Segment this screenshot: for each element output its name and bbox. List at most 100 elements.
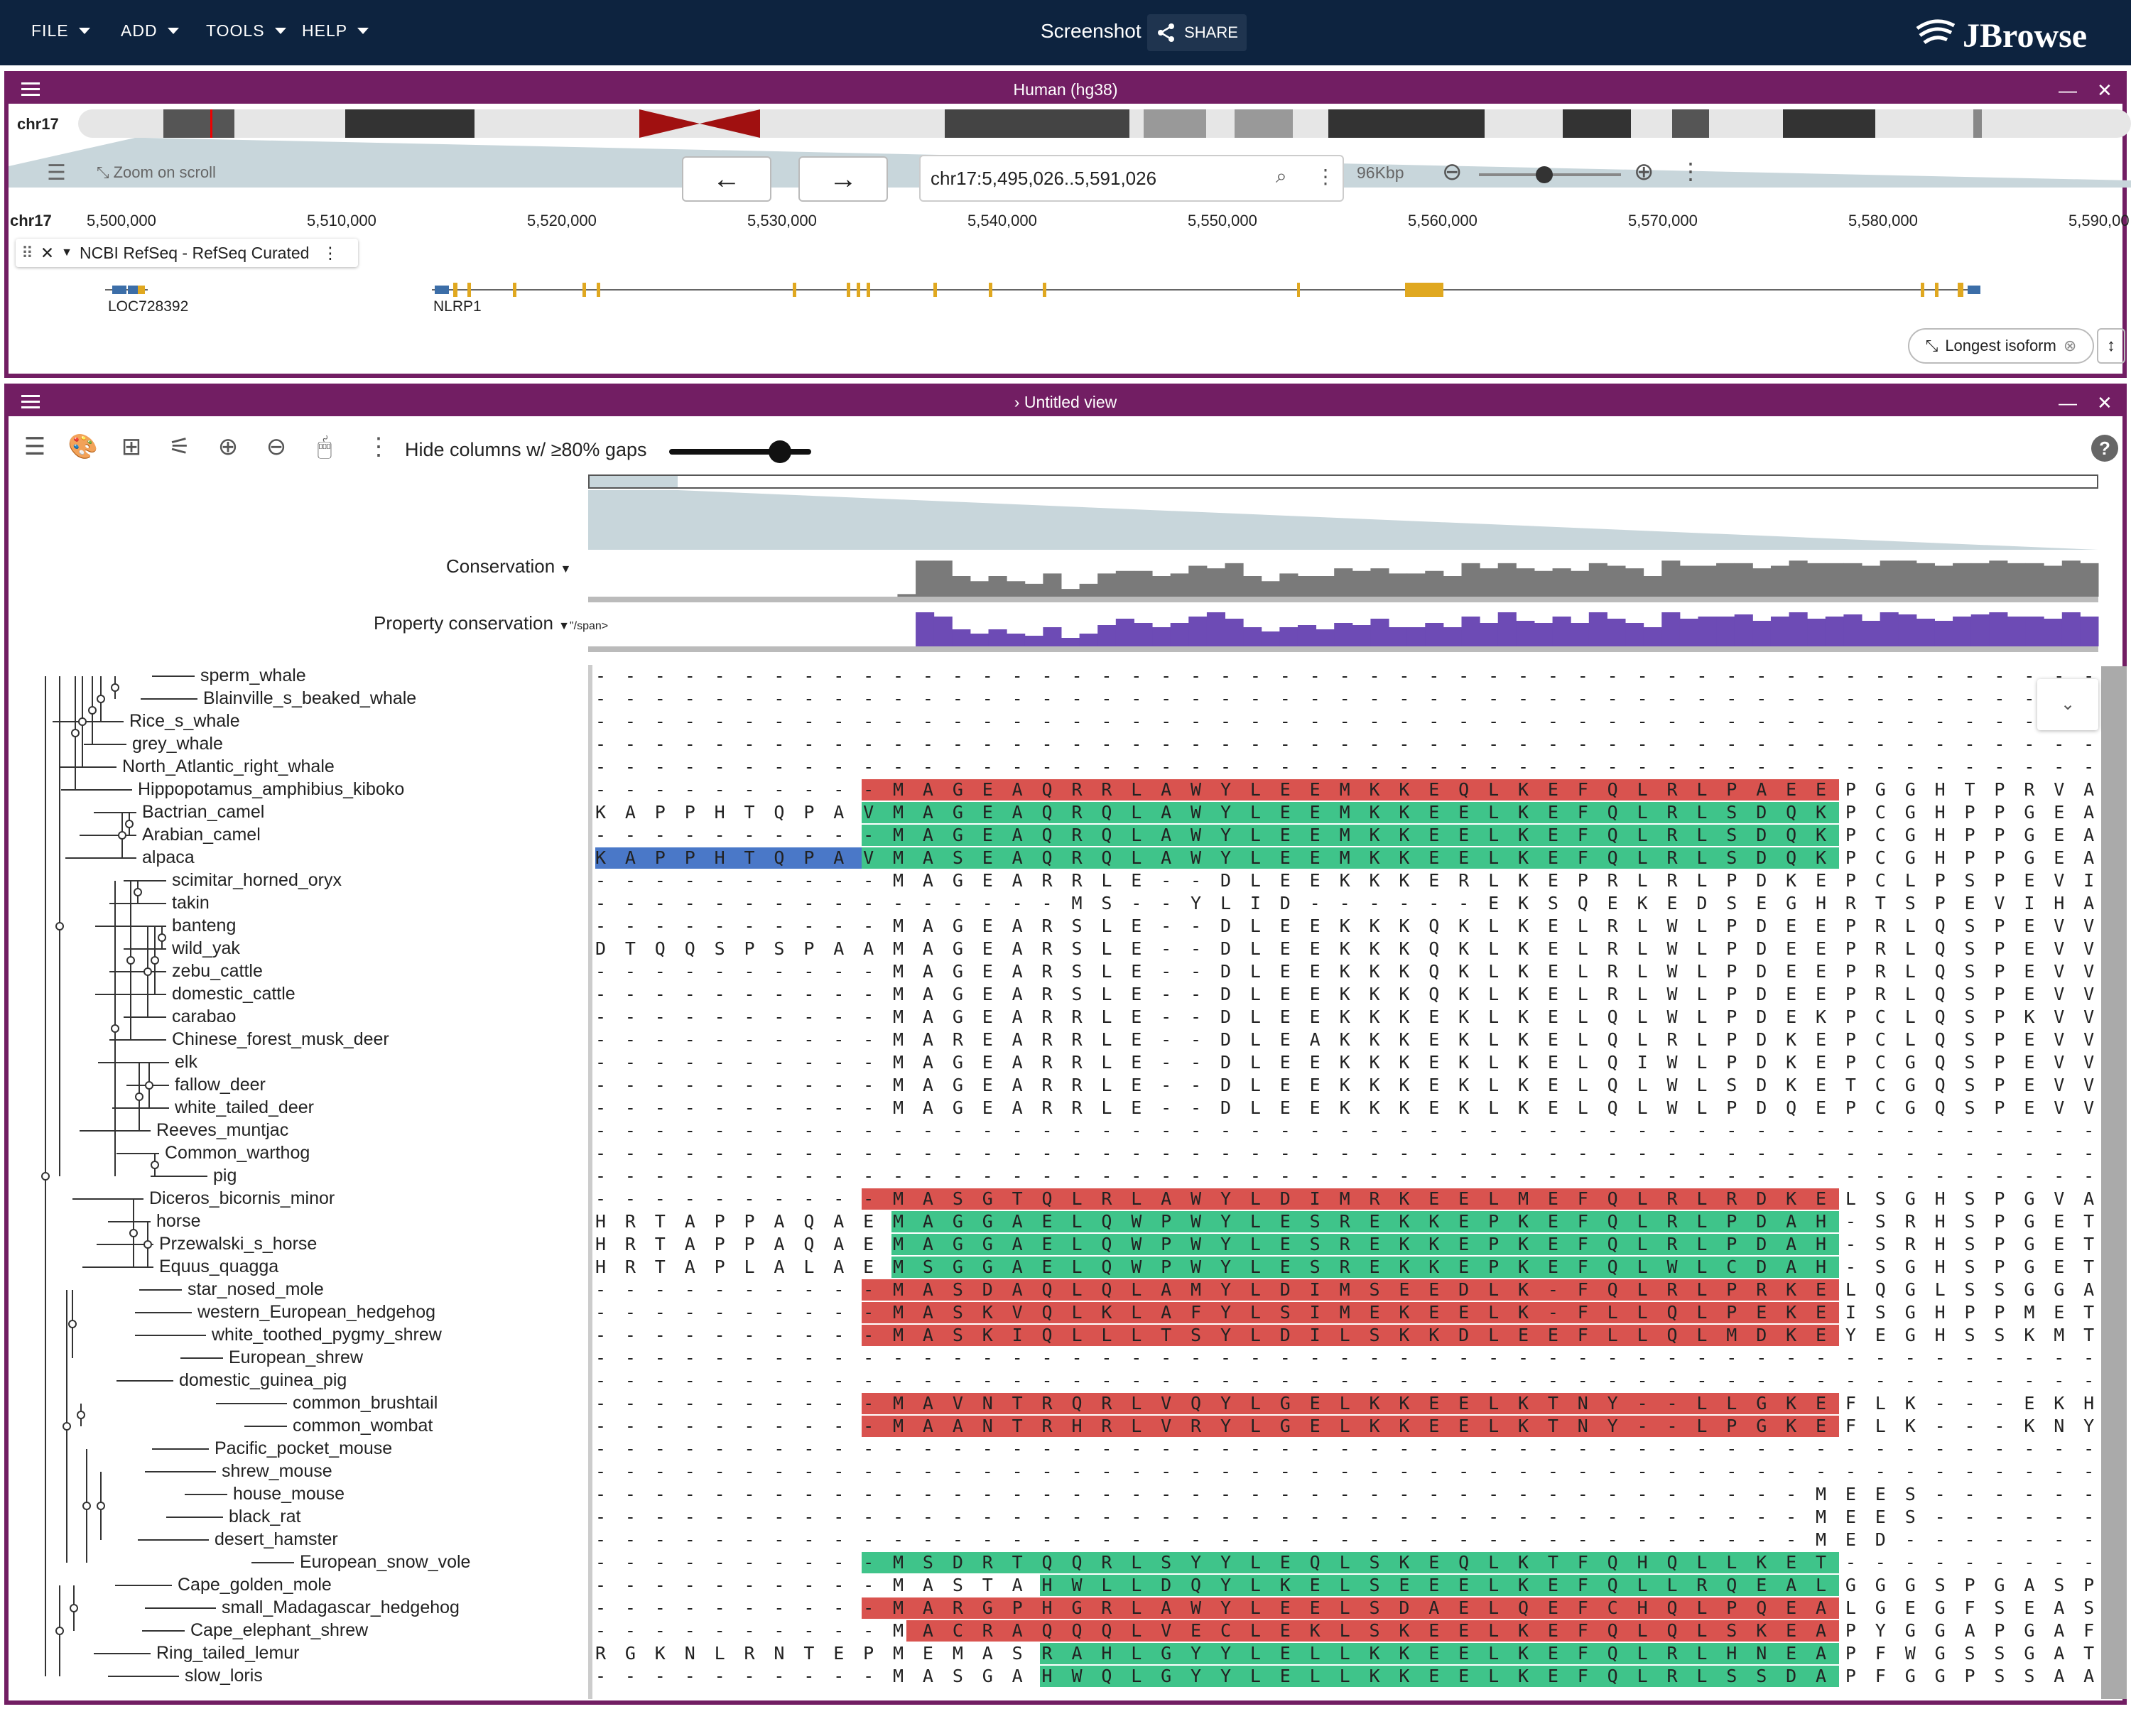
msa-title-wrap[interactable]: › Untitled view [9, 393, 2122, 412]
expand-more-icon[interactable]: ⌄ [2037, 679, 2098, 730]
session-title[interactable]: Screenshot [1041, 20, 1142, 42]
alignment-row[interactable]: R G K N L R N T E P M E M A S R A H L G … [595, 1643, 2099, 1664]
gene-track[interactable] [9, 274, 2131, 338]
species-label[interactable]: takin [172, 893, 210, 913]
tree-node[interactable] [151, 956, 159, 965]
location-search-box[interactable]: chr17:5,495,026..5,591,026 ⌕ ⋮ [919, 155, 1344, 202]
alignment-row[interactable]: - - - - - - - - - - - - - - - - - - - - … [595, 688, 2094, 709]
tree-node[interactable] [71, 729, 80, 737]
property-conservation-track[interactable] [588, 612, 2128, 652]
longest-isoform-chip[interactable]: ⤡ Longest isoform ⊗ [1908, 328, 2094, 364]
tree-node[interactable] [82, 1502, 91, 1510]
alignment-row[interactable]: - - - - - - - - - - M A R E A R R L E - … [595, 1029, 2099, 1050]
alignment-row[interactable]: - - - - - - - - - - M A G E A R S L E - … [595, 961, 2099, 982]
species-label[interactable]: sperm_whale [200, 666, 306, 685]
alignment-row[interactable]: H R T A P L A L A E M S G G A E L Q W P … [595, 1257, 2099, 1277]
alignment-row[interactable]: - - - - - - - - - - - - - - - - - - - - … [595, 1529, 2099, 1550]
alignment-row[interactable]: - - - - - - - - - - - - - - - - - - - - … [595, 734, 2099, 754]
pan-left-button[interactable]: ← [682, 156, 771, 202]
tune-icon[interactable]: ⚟ [168, 433, 191, 460]
alignment-row[interactable]: - - - - - - - - - - M A G E A R R L E - … [595, 870, 2099, 891]
pan-right-button[interactable]: → [798, 156, 888, 202]
zoom-out-icon[interactable]: ⊖ [1442, 158, 1463, 185]
alignment-row[interactable]: - - - - - - - - - - M A S K I Q L L L T … [595, 1325, 2099, 1345]
zoom-out-icon[interactable]: ⊖ [266, 433, 287, 460]
alignment-row[interactable]: - - - - - - - - - - M A C R A Q Q Q L V … [595, 1620, 2099, 1641]
tree-node[interactable] [97, 695, 105, 703]
alignment-row[interactable]: H R T A P P A Q A E M A G G A E L Q W P … [595, 1234, 2099, 1254]
species-label[interactable]: scimitar_horned_oryx [172, 870, 342, 890]
alignment-row[interactable]: - - - - - - - - - - M A S G T Q L R L A … [595, 1188, 2099, 1209]
menu-icon[interactable]: ☰ [23, 433, 46, 460]
close-icon[interactable]: ✕ [2097, 80, 2113, 101]
location-input[interactable]: chr17:5,495,026..5,591,026 [931, 168, 1157, 189]
species-label[interactable]: Blainville_s_beaked_whale [203, 688, 417, 708]
alignment-row[interactable]: - - - - - - - - - - M A G E A R R L E - … [595, 1052, 2099, 1073]
species-label[interactable]: elk [175, 1052, 197, 1072]
tree-node[interactable] [55, 1627, 64, 1635]
species-label[interactable]: Hippopotamus_amphibius_kiboko [138, 779, 405, 799]
palette-icon[interactable]: 🎨 [67, 433, 99, 460]
species-label[interactable]: desert_hamster [215, 1529, 338, 1549]
tree-node[interactable] [143, 967, 152, 976]
species-label[interactable]: Cape_elephant_shrew [190, 1620, 369, 1640]
track-list-icon[interactable]: ☰ [47, 161, 66, 185]
tree-node[interactable] [78, 717, 87, 726]
tree-node[interactable] [126, 956, 135, 965]
search-icon[interactable]: ⌕ [1276, 165, 1287, 187]
alignment-row[interactable]: - - - - - - - - - - - - - - - - - - - - … [595, 1507, 2099, 1527]
species-label[interactable]: Pacific_pocket_mouse [215, 1438, 393, 1458]
alignment-row[interactable]: - - - - - - - - - - M A G E A R R L E - … [595, 1007, 2099, 1027]
alignment-row[interactable]: - - - - - - - - - - - - - - - - - - - - … [595, 756, 2099, 777]
alignment-row[interactable]: - - - - - - - - - - M A G E A Q R Q L A … [595, 825, 2099, 845]
alignment-row[interactable]: - - - - - - - - - - - - - - - - - - - - … [595, 1370, 2099, 1391]
alignment-row[interactable]: - - - - - - - - - - M A G E A Q R R L A … [595, 779, 2099, 800]
species-label[interactable]: common_wombat [293, 1416, 433, 1436]
tree-node[interactable] [68, 1320, 77, 1328]
species-label[interactable]: Equus_quagga [159, 1257, 279, 1276]
tree-node[interactable] [88, 706, 97, 715]
tools-menu[interactable]: TOOLS [206, 21, 286, 40]
add-menu[interactable]: ADD [121, 21, 179, 40]
species-label[interactable]: banteng [172, 916, 237, 935]
species-label[interactable]: Diceros_bicornis_minor [149, 1188, 335, 1208]
chromosome-ideogram[interactable] [78, 109, 2131, 138]
species-label[interactable]: Common_warthog [165, 1143, 310, 1163]
tree-node[interactable] [158, 933, 166, 942]
alignment-row[interactable]: - - - - - - - - - - M A S D A Q L Q L A … [595, 1279, 2099, 1300]
species-label[interactable]: wild_yak [172, 938, 240, 958]
species-label[interactable]: alpaca [142, 847, 195, 867]
alignment-row[interactable]: - - - - - - - - - - - - - - - - - - - - … [595, 1347, 2099, 1368]
species-label[interactable]: common_brushtail [293, 1393, 438, 1413]
species-label[interactable]: pig [213, 1166, 237, 1186]
species-label[interactable]: Ring_tailed_lemur [156, 1643, 300, 1663]
species-label[interactable]: Reeves_muntjac [156, 1120, 289, 1140]
expand-icon[interactable]: ▼ [61, 246, 72, 259]
tree-node[interactable] [129, 1229, 138, 1237]
alignment-row[interactable]: H R T A P P A Q A E M A G G A E L Q W P … [595, 1211, 2099, 1232]
species-label[interactable]: small_Madagascar_hedgehog [222, 1597, 460, 1617]
close-icon[interactable]: ✕ [2097, 392, 2113, 413]
alignment-row[interactable]: - - - - - - - - - - - - - - - - M S - - … [595, 893, 2099, 913]
conservation-track[interactable] [588, 555, 2128, 602]
alignment-row[interactable]: - - - - - - - - - - M A R G P H G R L A … [595, 1597, 2099, 1618]
species-label[interactable]: Chinese_forest_musk_deer [172, 1029, 389, 1049]
tree-node[interactable] [41, 1172, 50, 1181]
alignment-row[interactable]: - - - - - - - - - - M A S T A H W L L D … [595, 1575, 2099, 1595]
tree-node[interactable] [77, 1411, 85, 1419]
species-label[interactable]: Arabian_camel [142, 825, 261, 845]
minimize-icon[interactable]: — [2059, 392, 2077, 413]
species-label[interactable]: shrew_mouse [222, 1461, 332, 1481]
conservation-label[interactable]: Conservation ▼ [446, 555, 571, 577]
tree-node[interactable] [111, 683, 119, 692]
minimap-viewport[interactable] [590, 476, 678, 487]
help-icon[interactable]: ? [2091, 435, 2118, 462]
species-label[interactable]: domestic_cattle [172, 984, 295, 1004]
alignment-row[interactable]: - - - - - - - - - - M A A N T R H R L V … [595, 1416, 2099, 1436]
cancel-icon[interactable]: ⊗ [2063, 337, 2077, 354]
more-vert-icon[interactable]: ⋮ [1679, 158, 1702, 184]
alignment-row[interactable]: - - - - - - - - - - - - - - - - - - - - … [595, 1438, 2099, 1459]
alignment-row[interactable]: - - - - - - - - - - - - - - - - - - - - … [595, 1166, 2099, 1186]
species-label[interactable]: domestic_guinea_pig [179, 1370, 347, 1390]
species-label[interactable]: European_shrew [229, 1347, 364, 1367]
